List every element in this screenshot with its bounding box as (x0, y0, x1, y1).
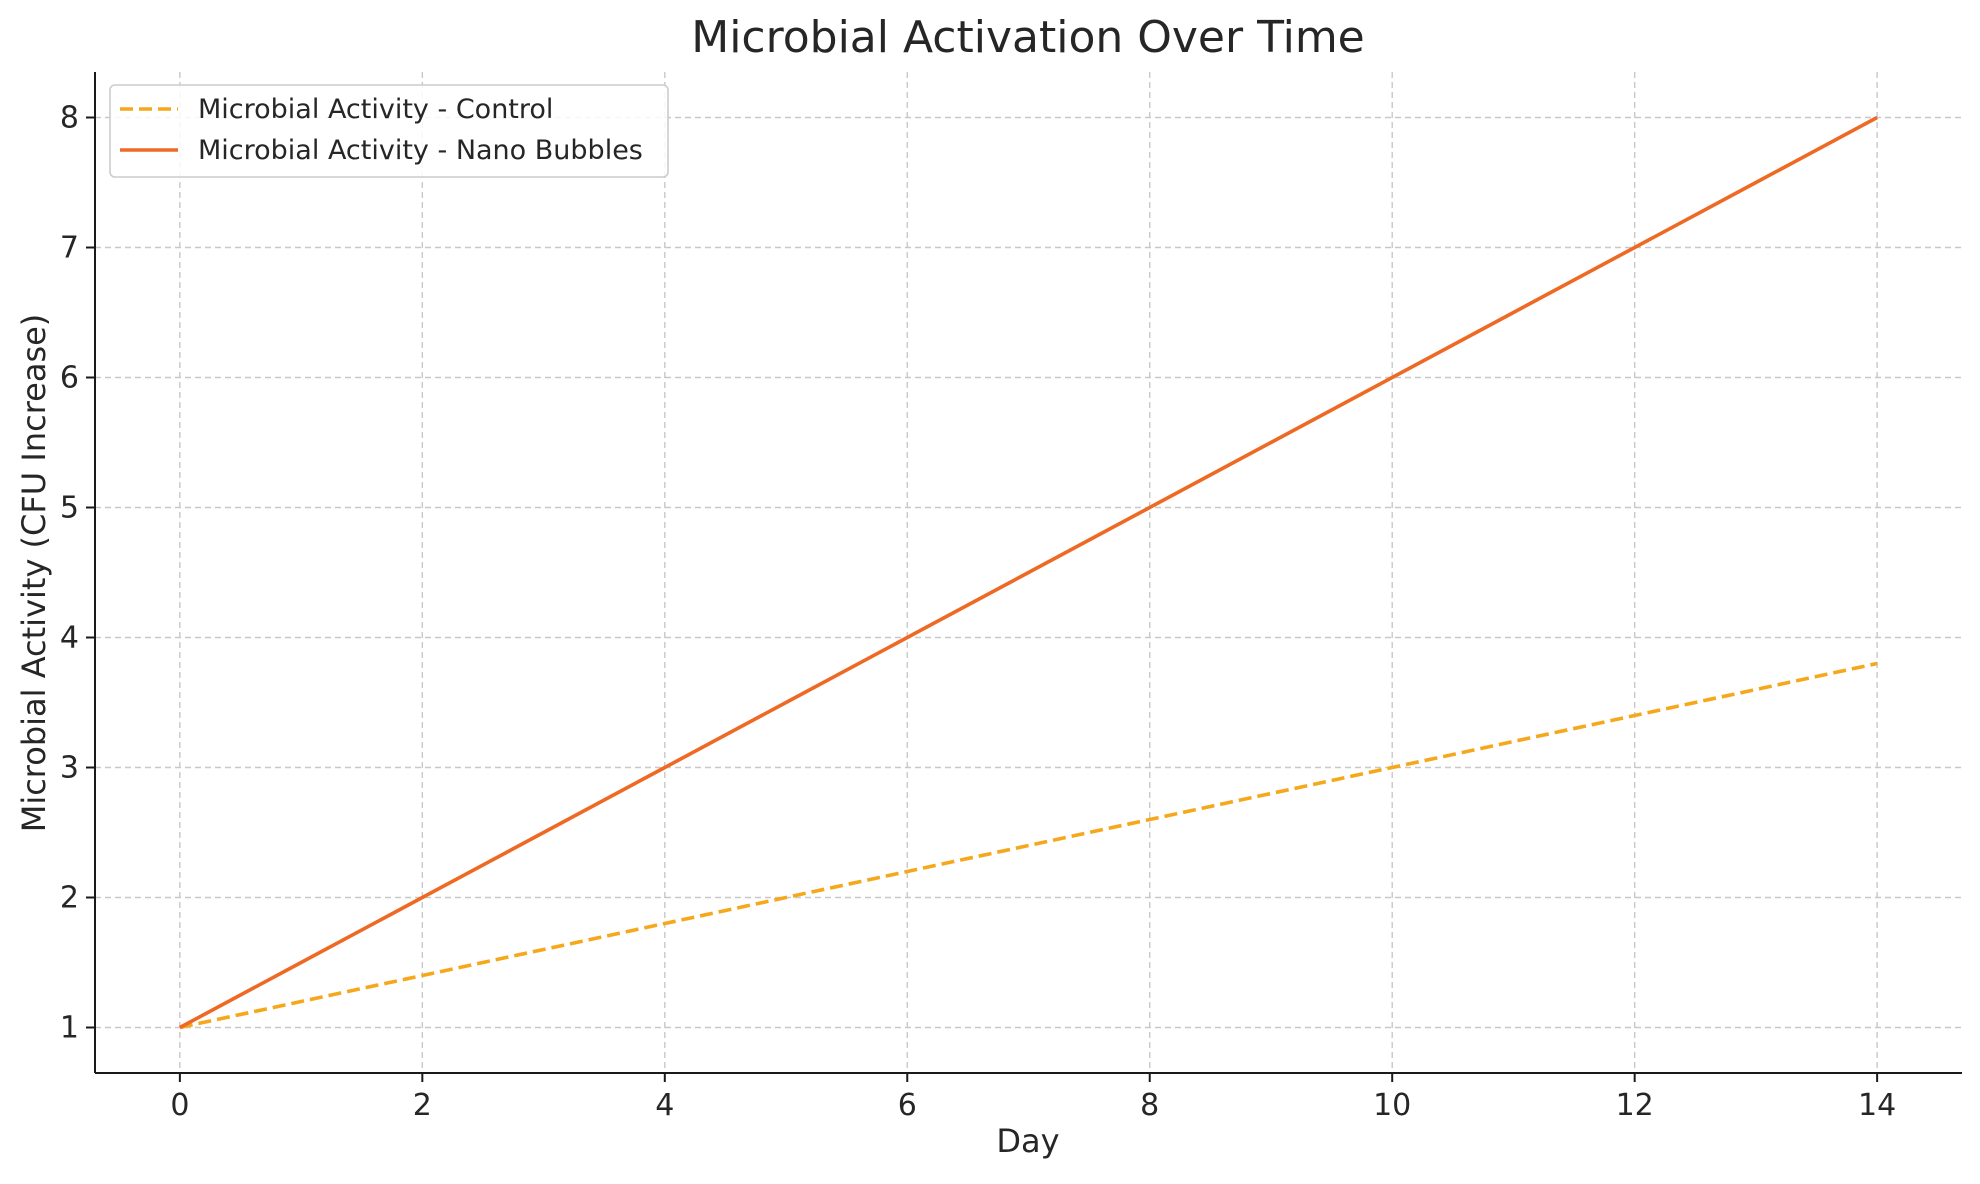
series-line-nano-bubbles (179, 115, 1878, 1030)
y-tick-label: 1 (60, 1011, 79, 1046)
y-tick-label: 3 (60, 751, 79, 786)
y-tick-label: 6 (60, 361, 79, 396)
legend-label-nano-bubbles: Microbial Activity - Nano Bubbles (198, 135, 643, 166)
x-tick-label: 8 (1140, 1088, 1159, 1123)
legend: Microbial Activity - Control Microbial A… (109, 84, 669, 178)
y-axis-label: Microbial Activity (CFU Increase) (15, 314, 53, 833)
x-tick-label: 14 (1858, 1088, 1896, 1123)
x-tick-label: 6 (898, 1088, 917, 1123)
y-tick-label: 7 (60, 231, 79, 266)
y-tick-label: 8 (60, 101, 79, 136)
chart-title: Microbial Activation Over Time (691, 12, 1365, 63)
x-tick-label: 4 (655, 1088, 674, 1123)
x-tick-label: 0 (170, 1088, 189, 1123)
series-line-control (179, 661, 1878, 1030)
y-tick-label: 4 (60, 621, 79, 656)
x-tick-label: 12 (1616, 1088, 1654, 1123)
legend-box (109, 84, 669, 178)
y-tick-label: 2 (60, 881, 79, 916)
y-tick-label: 5 (60, 491, 79, 526)
series-lines (179, 115, 1878, 1030)
legend-label-control: Microbial Activity - Control (198, 94, 553, 125)
x-tick-label: 10 (1373, 1088, 1411, 1123)
x-tick-label: 2 (413, 1088, 432, 1123)
x-axis-label: Day (996, 1122, 1059, 1160)
